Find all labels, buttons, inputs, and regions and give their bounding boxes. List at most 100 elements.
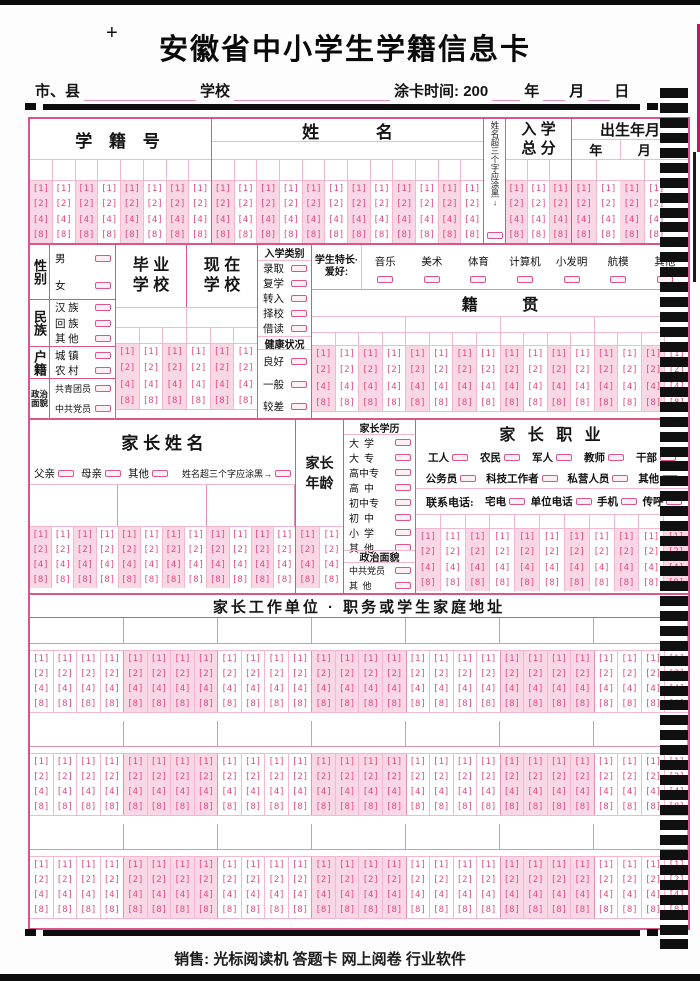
mark-bubble[interactable] [291, 280, 307, 287]
bubble-4[interactable]: [4] [644, 890, 662, 901]
bubble-8[interactable]: [8] [244, 802, 262, 813]
bubble-8[interactable]: [8] [623, 230, 640, 241]
write-in-cell[interactable] [406, 333, 430, 345]
bubble-2[interactable]: [2] [456, 668, 473, 679]
bubble-2[interactable]: [2] [121, 544, 138, 555]
bubble-1[interactable]: [1] [268, 653, 285, 664]
bubble-8[interactable]: [8] [418, 230, 436, 241]
bubble-4[interactable]: [4] [98, 560, 116, 571]
bubble-2[interactable]: [2] [600, 199, 617, 210]
bubble-8[interactable]: [8] [214, 230, 231, 241]
bubble-1[interactable]: [1] [644, 859, 662, 870]
bubble-4[interactable]: [4] [150, 890, 168, 901]
bubble-4[interactable]: [4] [456, 787, 473, 798]
bubble-2[interactable]: [2] [480, 668, 497, 679]
bubble-2[interactable]: [2] [276, 544, 293, 555]
bubble-4[interactable]: [4] [432, 381, 450, 392]
bubble-1[interactable]: [1] [385, 349, 403, 360]
bubble-1[interactable]: [1] [190, 347, 207, 358]
bubble-2[interactable]: [2] [174, 874, 191, 885]
write-in-cell[interactable] [461, 160, 483, 180]
bubble-2[interactable]: [2] [409, 668, 426, 679]
bubble-1[interactable]: [1] [221, 859, 238, 870]
bubble-4[interactable]: [4] [315, 381, 332, 392]
bubble-1[interactable]: [1] [623, 183, 640, 194]
bubble-2[interactable]: [2] [123, 199, 140, 210]
bubble-2[interactable]: [2] [508, 199, 525, 210]
bubble-8[interactable]: [8] [503, 905, 521, 916]
mark-bubble[interactable] [291, 403, 307, 411]
mark-bubble[interactable] [95, 335, 111, 343]
write-in-cell[interactable] [53, 160, 76, 180]
bubble-2[interactable]: [2] [165, 544, 182, 555]
bubble-1[interactable]: [1] [213, 347, 231, 358]
bubble-4[interactable]: [4] [165, 560, 182, 571]
bubble-1[interactable]: [1] [150, 859, 168, 870]
bubble-1[interactable]: [1] [644, 653, 662, 664]
bubble-4[interactable]: [4] [187, 560, 204, 571]
bubble-8[interactable]: [8] [33, 802, 50, 813]
bubble-2[interactable]: [2] [328, 199, 345, 210]
mark-bubble[interactable] [460, 474, 477, 482]
bubble-2[interactable]: [2] [568, 547, 585, 558]
write-in-cell[interactable] [124, 721, 218, 746]
bubble-4[interactable]: [4] [244, 787, 262, 798]
write-in-cell[interactable] [430, 333, 454, 345]
write-in-cell[interactable] [550, 160, 571, 180]
bubble-8[interactable]: [8] [221, 905, 238, 916]
bubble-1[interactable]: [1] [244, 859, 262, 870]
bubble-4[interactable]: [4] [237, 214, 254, 225]
bubble-2[interactable]: [2] [597, 874, 615, 885]
bubble-2[interactable]: [2] [254, 544, 271, 555]
bubble-2[interactable]: [2] [574, 771, 591, 782]
bubble-8[interactable]: [8] [362, 802, 379, 813]
bubble-8[interactable]: [8] [527, 802, 544, 813]
bubble-1[interactable]: [1] [550, 349, 568, 360]
write-in-cell[interactable] [212, 160, 235, 180]
bubble-2[interactable]: [2] [339, 874, 356, 885]
mark-bubble[interactable] [517, 275, 534, 283]
bubble-8[interactable]: [8] [644, 699, 662, 710]
bubble-2[interactable]: [2] [644, 771, 662, 782]
write-in-cell[interactable] [571, 333, 595, 345]
write-in-cell[interactable] [121, 160, 144, 180]
bubble-1[interactable]: [1] [221, 756, 238, 767]
bubble-1[interactable]: [1] [237, 183, 254, 194]
bubble-4[interactable]: [4] [644, 787, 662, 798]
bubble-4[interactable]: [4] [32, 560, 49, 571]
bubble-8[interactable]: [8] [32, 575, 49, 586]
bubble-2[interactable]: [2] [32, 544, 49, 555]
mark-bubble[interactable] [395, 567, 411, 574]
bubble-8[interactable]: [8] [197, 905, 215, 916]
bubble-8[interactable]: [8] [456, 905, 473, 916]
bubble-1[interactable]: [1] [432, 349, 450, 360]
bubble-2[interactable]: [2] [433, 874, 450, 885]
write-in-cell[interactable] [312, 824, 406, 849]
mark-bubble[interactable] [95, 385, 111, 393]
mark-bubble[interactable] [95, 303, 111, 311]
bubble-4[interactable]: [4] [315, 787, 332, 798]
bubble-1[interactable]: [1] [254, 529, 271, 540]
bubble-8[interactable]: [8] [419, 578, 437, 589]
bubble-8[interactable]: [8] [146, 230, 163, 241]
mark-bubble[interactable] [95, 404, 111, 412]
bubble-4[interactable]: [4] [338, 381, 355, 392]
bubble-1[interactable]: [1] [323, 529, 340, 540]
bubble-4[interactable]: [4] [480, 381, 497, 392]
bubble-1[interactable]: [1] [209, 529, 227, 540]
write-in-cell[interactable] [124, 618, 218, 643]
bubble-8[interactable]: [8] [305, 230, 322, 241]
bubble-8[interactable]: [8] [221, 699, 238, 710]
bubble-8[interactable]: [8] [80, 905, 97, 916]
bubble-4[interactable]: [4] [254, 560, 271, 571]
bubble-1[interactable]: [1] [100, 183, 118, 194]
bubble-8[interactable]: [8] [268, 905, 285, 916]
write-in-cell[interactable] [565, 515, 590, 528]
month-input-line[interactable] [543, 85, 566, 101]
write-in-cell[interactable] [218, 824, 312, 849]
bubble-1[interactable]: [1] [480, 859, 497, 870]
write-in-cell[interactable] [167, 160, 190, 180]
bubble-2[interactable]: [2] [98, 544, 116, 555]
bubble-8[interactable]: [8] [54, 575, 71, 586]
bubble-8[interactable]: [8] [644, 802, 662, 813]
